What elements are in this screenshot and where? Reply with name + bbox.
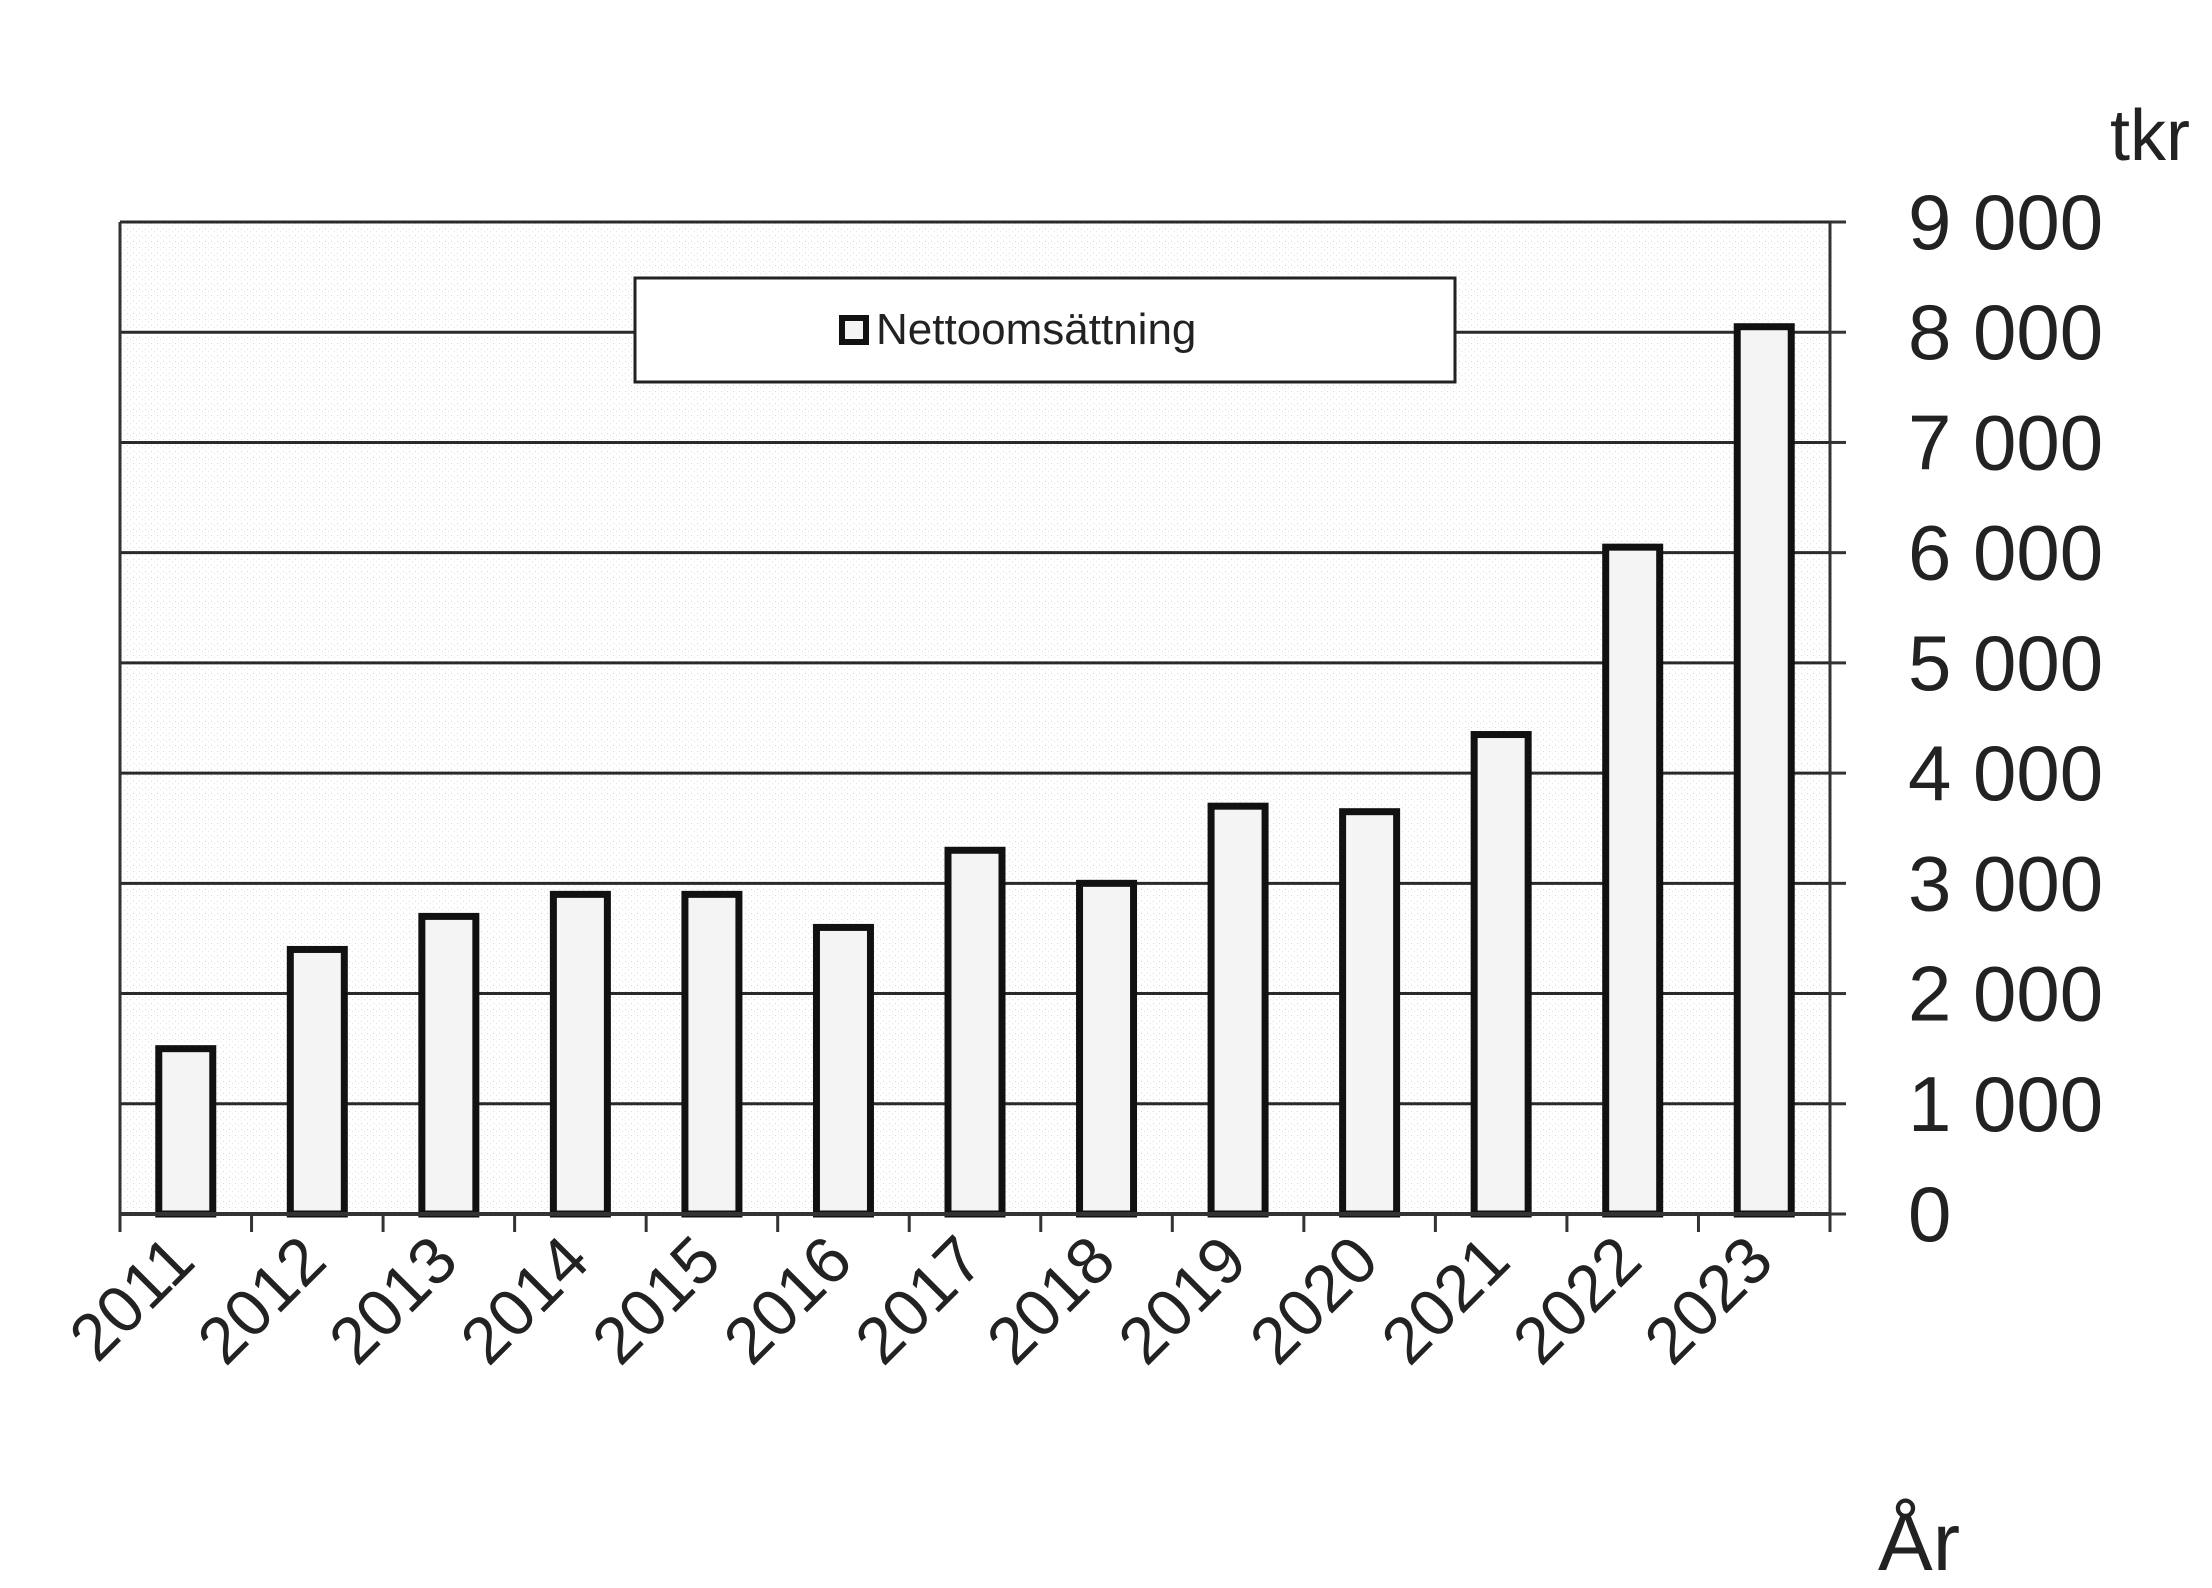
x-tick-label: 2023: [1630, 1222, 1786, 1378]
bar: [549, 890, 611, 1218]
x-tick-label: 2022: [1498, 1222, 1654, 1378]
x-tick-label: 2019: [1104, 1222, 1260, 1378]
bar: [1470, 731, 1532, 1218]
y-tick-label: 3 000: [1908, 839, 2103, 927]
bar: [286, 945, 348, 1218]
x-tick-label: 2015: [578, 1222, 734, 1378]
x-tick-labels: 2011201220132014201520162017201820192020…: [55, 1222, 1786, 1378]
x-tick-label: 2013: [315, 1222, 471, 1378]
y-tick-label: 1 000: [1908, 1060, 2103, 1148]
y-tick-labels: 0 1 000 2 000 3 000 4 000 5 000 6 000 7 000 8 00…: [1908, 178, 2103, 1258]
x-tick-label: 2021: [1367, 1222, 1523, 1378]
bar: [1602, 543, 1664, 1218]
y-tick-label: 8 000: [1908, 288, 2103, 376]
x-tick-label: 2014: [446, 1222, 602, 1378]
bar: [1076, 879, 1138, 1218]
bar: [944, 846, 1006, 1218]
bar: [1207, 802, 1269, 1218]
y-tick-label: 7 000: [1908, 398, 2103, 486]
y-tick-label: 5 000: [1908, 619, 2103, 707]
x-tick-label: 2012: [183, 1222, 339, 1378]
legend-box: [633, 276, 1457, 384]
y-tick-label: 4 000: [1908, 729, 2103, 817]
bar: [1339, 808, 1401, 1218]
x-tick-label: 2016: [709, 1222, 865, 1378]
axes: [118, 220, 1846, 1232]
y-tick-label: 9 000: [1908, 178, 2103, 266]
y-tick-label: 2 000: [1908, 950, 2103, 1038]
bar: [418, 912, 480, 1218]
x-tick-label: 2018: [972, 1222, 1128, 1378]
y-axis-unit-label: tkr: [2110, 96, 2190, 176]
bar: [155, 1045, 217, 1218]
legend: Nettoomsättning: [633, 276, 1457, 384]
x-tick-label: 2011: [55, 1222, 208, 1375]
legend-swatch: [839, 315, 869, 345]
y-tick-label: 0: [1908, 1170, 1951, 1258]
bar: [681, 890, 743, 1218]
x-axis-title: År: [1878, 1497, 1960, 1588]
x-tick-label: 2020: [1235, 1222, 1391, 1378]
bar: [812, 923, 874, 1218]
legend-label: Nettoomsättning: [876, 305, 1196, 354]
x-tick-label: 2017: [841, 1222, 997, 1378]
bar: [1733, 323, 1795, 1218]
y-tick-label: 6 000: [1908, 509, 2103, 597]
